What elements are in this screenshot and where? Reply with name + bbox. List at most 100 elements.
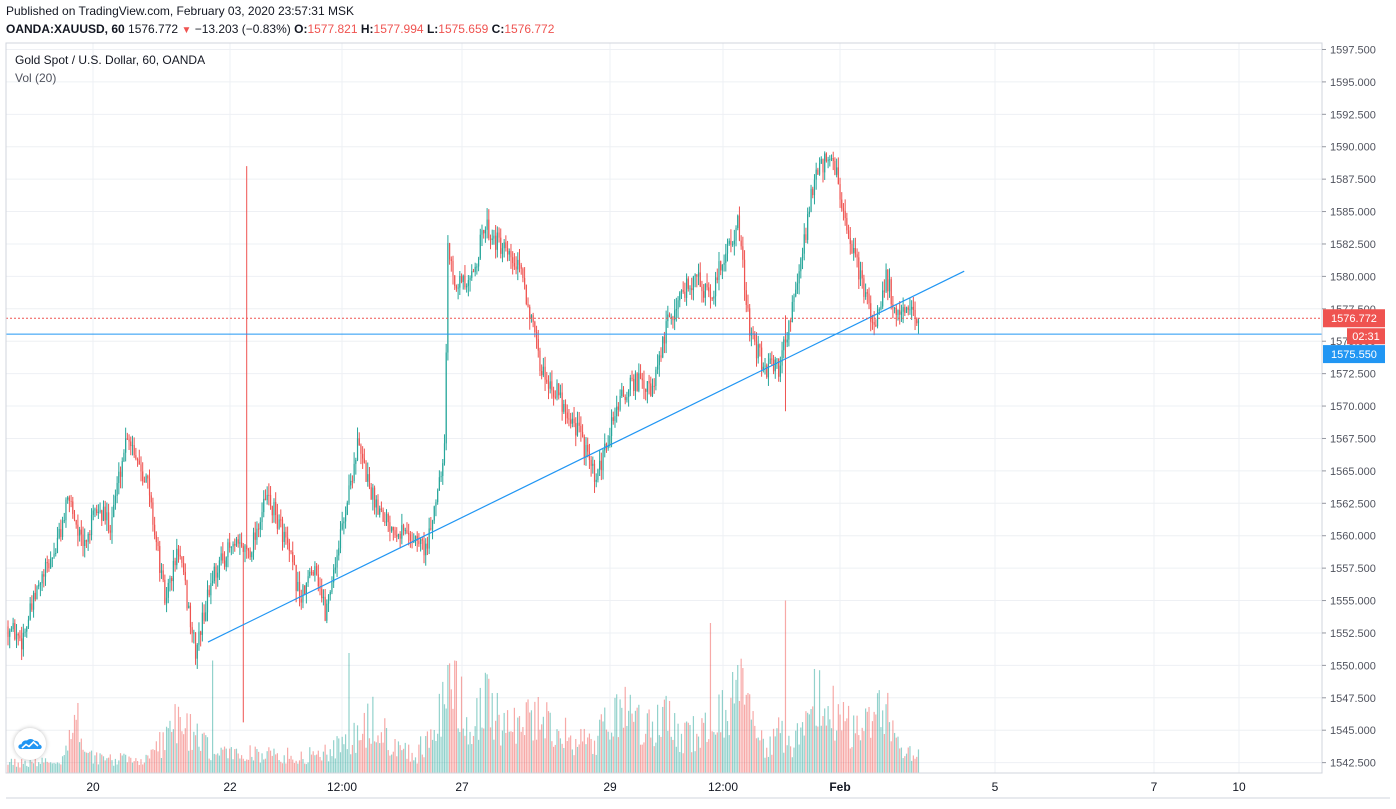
price-tick-label: 1547.500 — [1330, 693, 1376, 705]
candle-body — [590, 459, 592, 466]
candle-body — [56, 537, 59, 553]
volume-bar — [430, 729, 432, 773]
candle-body — [638, 373, 640, 391]
candle-body — [539, 350, 541, 372]
candle-body — [483, 230, 485, 234]
candle-body — [254, 532, 256, 540]
candle-body — [677, 300, 679, 310]
volume-bar — [363, 712, 365, 773]
volume-bar — [883, 733, 885, 773]
volume-bar — [191, 749, 193, 773]
volume-bar — [208, 758, 210, 773]
volume-bar — [585, 744, 587, 773]
candle-body — [131, 445, 134, 447]
candle-body — [568, 418, 570, 420]
candle-body — [738, 215, 741, 241]
volume-bar — [82, 749, 84, 773]
volume-bar — [99, 753, 101, 773]
candle-body — [368, 474, 371, 488]
volume-bar — [43, 762, 45, 773]
support-price-tag — [1323, 345, 1385, 364]
volume-bar — [445, 708, 447, 773]
volume-bar — [522, 727, 524, 773]
candle-body — [580, 425, 582, 432]
volume-bar — [489, 727, 492, 773]
volume-bar — [426, 731, 429, 773]
candle-body — [423, 540, 425, 556]
candle-body — [895, 307, 897, 316]
candle-body — [592, 463, 594, 466]
candle-body — [631, 377, 633, 379]
candle-body — [798, 271, 800, 284]
volume-bar — [36, 766, 38, 773]
candle-body — [92, 510, 94, 515]
volume-bar — [176, 743, 178, 773]
candle-body — [348, 485, 350, 503]
price-tick-label: 1572.500 — [1330, 369, 1376, 381]
volume-bar — [338, 738, 340, 773]
volume-bar — [188, 750, 190, 773]
candle-body — [302, 585, 304, 603]
candle-body — [167, 582, 169, 598]
volume-bar — [595, 754, 597, 773]
candle-body — [184, 571, 186, 581]
volume-bar — [472, 735, 475, 773]
candle-body — [360, 445, 362, 454]
candle-body — [537, 339, 539, 351]
volume-bar — [735, 679, 737, 773]
price-tick-label: 1545.000 — [1330, 725, 1376, 737]
volume-bar — [529, 712, 531, 773]
volume-bar — [348, 653, 350, 773]
candle-body — [264, 498, 267, 501]
volume-bar — [576, 746, 579, 773]
volume-bar — [825, 725, 827, 773]
candle-body — [730, 240, 732, 245]
candle-body — [858, 257, 860, 280]
candle-body — [22, 632, 24, 650]
volume-bar — [517, 717, 519, 773]
candle-body — [394, 530, 396, 536]
candle-body — [205, 612, 207, 621]
candle-body — [636, 373, 638, 391]
volume-bar — [858, 735, 860, 773]
down-triangle-icon: ▼ — [181, 25, 192, 36]
candle-body — [455, 285, 458, 289]
candle-body — [897, 310, 899, 316]
volume-bar — [805, 711, 807, 773]
volume-bar — [873, 711, 875, 773]
candle-body — [551, 381, 553, 391]
tradingview-logo-icon[interactable] — [14, 728, 46, 760]
volume-bar — [283, 755, 285, 773]
candle-body — [749, 308, 751, 336]
candle-body — [503, 242, 505, 249]
volume-bar — [687, 722, 689, 773]
price-tick-label: 1567.500 — [1330, 433, 1376, 445]
candle-body — [116, 483, 118, 496]
volume-bar — [172, 729, 174, 773]
volume-bar — [193, 731, 195, 773]
grid — [6, 43, 1322, 773]
volume-bar — [772, 728, 775, 773]
candle-body — [474, 266, 476, 273]
volume-bar — [200, 750, 202, 773]
volume-bar — [841, 730, 843, 773]
last-price-value: 1576.772 — [128, 22, 179, 36]
volume-bar — [904, 756, 906, 773]
volume-bar — [783, 752, 785, 773]
candle-body — [878, 309, 880, 311]
candle-body — [280, 519, 282, 521]
volume-bar — [842, 702, 845, 773]
volume-bar — [556, 729, 558, 773]
volume-bar — [737, 665, 739, 773]
volume-bar — [367, 703, 369, 773]
volume-bar — [711, 731, 713, 773]
candle-body — [824, 153, 826, 173]
volume-bar — [754, 725, 756, 773]
candle-body — [624, 397, 626, 401]
published-info: Published on TradingView.com, February 0… — [6, 4, 354, 18]
volume-bar — [726, 721, 729, 773]
candle-body — [801, 253, 804, 259]
candle-body — [435, 502, 437, 507]
candle-body — [900, 311, 903, 315]
